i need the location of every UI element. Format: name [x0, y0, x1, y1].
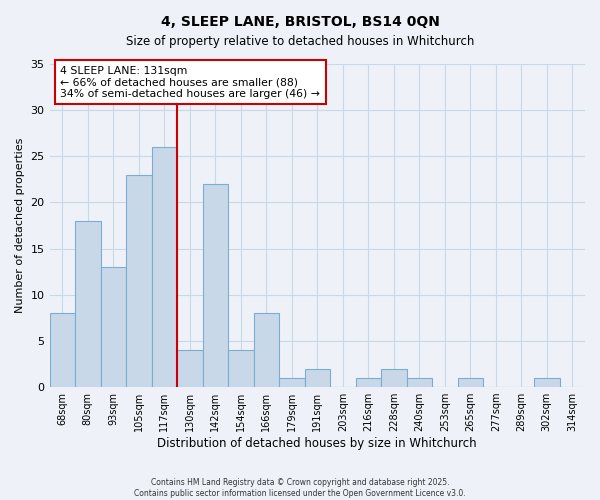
Bar [228, 350, 254, 387]
Text: 4 SLEEP LANE: 131sqm
← 66% of detached houses are smaller (88)
34% of semi-detac: 4 SLEEP LANE: 131sqm ← 66% of detached h… [60, 66, 320, 99]
Bar [534, 378, 560, 387]
Bar [279, 378, 305, 387]
Bar [356, 378, 381, 387]
Bar [203, 184, 228, 387]
X-axis label: Distribution of detached houses by size in Whitchurch: Distribution of detached houses by size … [157, 437, 477, 450]
Bar [177, 350, 203, 387]
Bar [407, 378, 432, 387]
Text: Contains HM Land Registry data © Crown copyright and database right 2025.
Contai: Contains HM Land Registry data © Crown c… [134, 478, 466, 498]
Bar [381, 368, 407, 387]
Text: Size of property relative to detached houses in Whitchurch: Size of property relative to detached ho… [126, 35, 474, 48]
Y-axis label: Number of detached properties: Number of detached properties [15, 138, 25, 313]
Bar [126, 175, 152, 387]
Bar [50, 313, 75, 387]
Bar [458, 378, 483, 387]
Bar [75, 221, 101, 387]
Bar [305, 368, 330, 387]
Text: 4, SLEEP LANE, BRISTOL, BS14 0QN: 4, SLEEP LANE, BRISTOL, BS14 0QN [161, 15, 439, 29]
Bar [254, 313, 279, 387]
Bar [101, 267, 126, 387]
Bar [152, 147, 177, 387]
